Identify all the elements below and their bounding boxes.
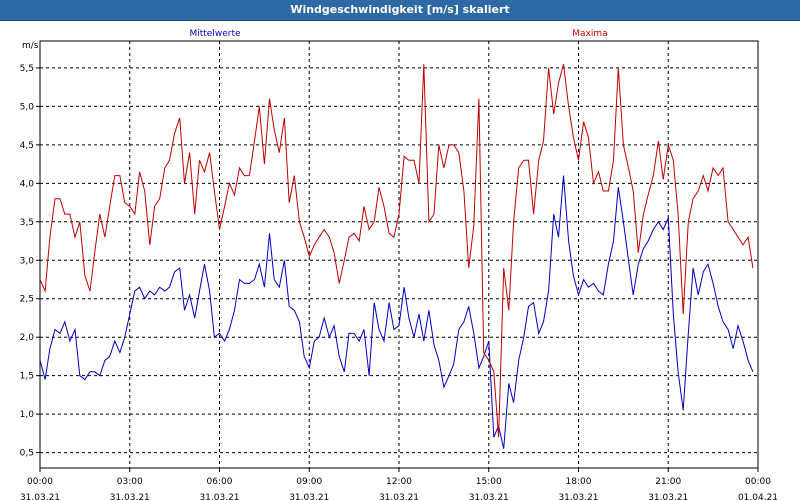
x-tick-time: 00:00 [745, 477, 771, 487]
y-tick-label: 5,5 [20, 64, 34, 74]
x-tick-time: 15:00 [476, 477, 502, 487]
x-tick-time: 03:00 [117, 477, 143, 487]
x-tick-date: 31.03.21 [110, 493, 150, 500]
x-tick-time: 00:00 [27, 477, 53, 487]
y-tick-label: 4,5 [20, 141, 34, 151]
x-tick-time: 18:00 [566, 477, 592, 487]
legend-mittelwerte: Mittelwerte [189, 29, 240, 39]
y-tick-label: 4,0 [20, 179, 35, 189]
grid-lines [40, 41, 758, 468]
y-tick-label: 1,5 [20, 372, 34, 382]
x-tick-date: 31.03.21 [558, 493, 598, 500]
series-lines [39, 63, 754, 449]
y-tick-label: 2,0 [20, 333, 35, 343]
x-tick-time: 12:00 [386, 477, 412, 487]
legend-maxima: Maxima [572, 29, 607, 39]
x-tick-date: 31.03.21 [469, 493, 509, 500]
x-tick-time: 09:00 [296, 477, 322, 487]
x-axis: 00:00 31.03.21 03:00 31.03.21 06:00 31.03.21 0… [20, 468, 778, 500]
y-tick-label: 1,0 [20, 410, 35, 420]
series-line-maxima [39, 63, 754, 438]
y-tick-label: 3,5 [20, 218, 34, 228]
x-tick-date: 31.03.21 [379, 493, 419, 500]
y-axis-unit: m/s [22, 41, 39, 51]
y-tick-label: 3,0 [20, 256, 35, 266]
x-tick-date: 31.03.21 [199, 493, 239, 500]
y-tick-label: 0,5 [20, 449, 34, 459]
x-tick-date: 31.03.21 [289, 493, 329, 500]
y-tick-label: 2,5 [20, 295, 34, 305]
x-tick-time: 06:00 [207, 477, 233, 487]
y-tick-label: 5,0 [20, 102, 35, 112]
x-tick-date: 31.03.21 [648, 493, 688, 500]
x-tick-time: 21:00 [655, 477, 681, 487]
chart-title: Windgeschwindigkeit [m/s] skaliert [0, 0, 800, 21]
series-line-mittelwerte [39, 175, 754, 449]
x-tick-date: 31.03.21 [20, 493, 60, 500]
y-axis: 0,5 1,0 1,5 2,0 2,5 3,0 3,5 4,0 4,5 5,0 5,5 [20, 64, 40, 459]
x-tick-date: 01.04.21 [738, 493, 778, 500]
chart-area: 0,5 1,0 1,5 2,0 2,5 3,0 3,5 4,0 4,5 5,0 5,5 00:00 3… [20, 29, 778, 500]
